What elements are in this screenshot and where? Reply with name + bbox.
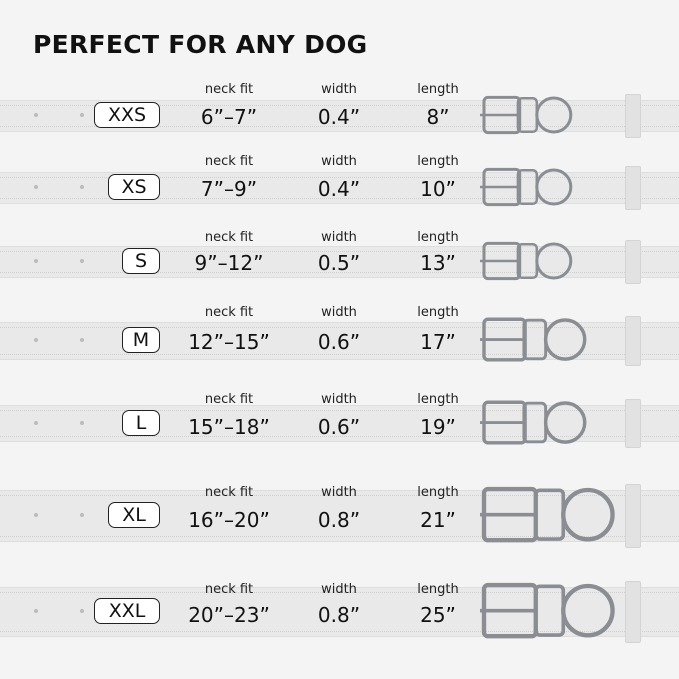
neck-fit-label: neck fit [204,82,254,97]
neck-fit-value: 9”–12” [194,251,264,275]
size-badge: XL [108,502,160,528]
strap-hole [80,420,84,425]
neck-fit-label: neck fit [204,392,254,407]
width-label: width [321,230,357,245]
length-value: 19” [420,415,456,439]
width-label: width [321,392,357,407]
strap-hole [80,513,84,517]
neck-fit-value: 12”–15” [188,330,270,354]
length-label: length [417,82,459,97]
neck-fit-label: neck fit [204,582,254,597]
strap-hole [34,420,38,425]
neck-fit-value: 16”–20” [188,508,270,532]
neck-fit-value: 20”–23” [188,603,270,627]
length-label: length [417,230,459,245]
length-value: 10” [420,177,456,201]
neck-fit-label: neck fit [204,154,254,169]
strap-keeper [625,240,641,284]
width-value: 0.6” [317,330,361,354]
strap-keeper [625,484,641,548]
width-value: 0.4” [317,177,361,201]
strap-keeper [625,399,641,448]
width-value: 0.4” [317,105,361,129]
strap-hole [34,185,38,189]
length-label: length [417,485,459,500]
strap-hole [80,113,84,117]
length-label: length [417,392,459,407]
length-value: 8” [426,105,450,129]
size-badge: S [122,248,160,274]
strap-keeper [625,316,641,366]
width-label: width [321,485,357,500]
length-label: length [417,582,459,597]
length-value: 21” [420,508,456,532]
strap-keeper [625,581,641,643]
buckle-icon [480,317,587,362]
width-value: 0.5” [317,251,361,275]
strap-hole [80,609,84,613]
strap-hole [34,513,38,517]
length-label: length [417,154,459,169]
strap-hole [34,113,38,117]
width-label: width [321,82,357,97]
buckle-icon [480,167,573,207]
length-value: 17” [420,330,456,354]
neck-fit-value: 6”–7” [200,105,258,129]
collar-strap [0,322,679,360]
size-badge: XXL [94,598,160,624]
size-badge: M [122,327,160,353]
length-label: length [417,305,459,320]
neck-fit-label: neck fit [204,305,254,320]
collar-strap [0,246,679,278]
neck-fit-label: neck fit [204,485,254,500]
size-badge: L [122,409,160,436]
strap-hole [80,338,84,342]
strap-keeper [625,94,641,138]
length-value: 25” [420,603,456,627]
buckle-icon [480,241,573,281]
size-badge: XXS [94,102,160,128]
width-label: width [321,305,357,320]
buckle-icon [480,400,587,445]
width-value: 0.8” [317,508,361,532]
buckle-icon [480,487,615,543]
strap-hole [34,609,38,613]
page-title: PERFECT FOR ANY DOG [33,30,368,59]
width-value: 0.8” [317,603,361,627]
buckle-icon [480,583,615,639]
collar-strap [0,405,679,442]
neck-fit-label: neck fit [204,230,254,245]
neck-fit-value: 7”–9” [200,177,258,201]
strap-hole [34,338,38,342]
buckle-icon [480,95,573,135]
length-value: 13” [420,251,456,275]
strap-hole [80,185,84,189]
size-badge: XS [108,174,160,200]
width-label: width [321,154,357,169]
strap-hole [34,259,38,263]
width-label: width [321,582,357,597]
strap-hole [80,259,84,263]
strap-keeper [625,166,641,210]
width-value: 0.6” [317,415,361,439]
neck-fit-value: 15”–18” [188,415,270,439]
